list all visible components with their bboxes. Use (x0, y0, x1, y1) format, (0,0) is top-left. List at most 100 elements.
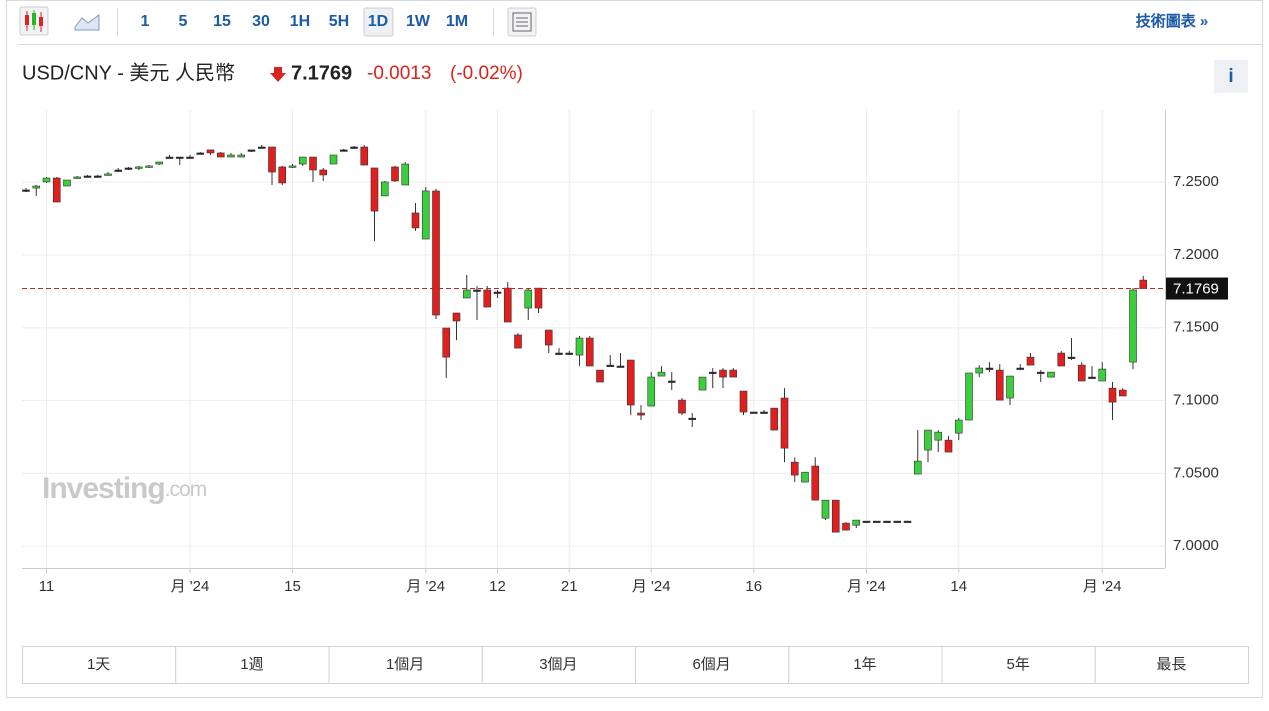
icon-frame (512, 12, 532, 32)
candle-body (913, 460, 922, 475)
candle-body (954, 419, 963, 434)
candle-body (227, 154, 235, 158)
candle-body (770, 407, 779, 431)
range-tab[interactable] (635, 646, 790, 684)
x-tick-label: 14 (950, 578, 967, 595)
info-button[interactable] (1214, 60, 1248, 93)
candle-body (380, 181, 389, 197)
change-percent: (-0.02%) (450, 63, 523, 84)
candle-body (719, 369, 727, 378)
icon-body (32, 13, 36, 25)
range-tab[interactable] (941, 646, 1096, 684)
down-arrow (270, 67, 286, 82)
candle-body (780, 397, 789, 449)
candle-icon[interactable] (19, 6, 49, 36)
watermark: Investing.com (42, 472, 207, 505)
interval-button[interactable]: 5 (179, 13, 188, 30)
range-tab-label[interactable]: 1年 (853, 656, 876, 673)
active-interval-box[interactable] (363, 7, 394, 37)
range-tab-label[interactable]: 5年 (1006, 656, 1029, 673)
candle-body (821, 499, 830, 519)
range-tab[interactable] (328, 646, 483, 684)
candle-body (985, 367, 994, 370)
candle-body (104, 173, 112, 176)
candle-body (309, 156, 317, 171)
interval-button[interactable]: 15 (213, 13, 231, 30)
interval-button[interactable]: 5H (329, 13, 349, 30)
candle-body (1067, 356, 1076, 359)
range-tab[interactable] (1094, 646, 1249, 684)
watermark-suffix: .com (165, 478, 207, 501)
candle-body (350, 146, 358, 149)
candle-body (503, 287, 512, 323)
candle-body (73, 176, 82, 179)
candle-body (1026, 356, 1035, 366)
candle-body (206, 149, 215, 154)
range-tab[interactable] (175, 646, 330, 684)
candle-body (155, 161, 164, 165)
range-tab-label[interactable]: 3個月 (539, 656, 577, 673)
range-tab[interactable] (788, 646, 943, 684)
news-icon[interactable] (507, 7, 537, 37)
candle-body (145, 165, 153, 168)
range-tab-label[interactable]: 6個月 (692, 656, 730, 673)
range-tab-label[interactable]: 最長 (1156, 656, 1186, 673)
candle-body (391, 166, 399, 182)
x-tick-label: 16 (745, 578, 762, 595)
watermark-brand: Investing (42, 472, 165, 505)
interval-button[interactable]: 1W (406, 13, 431, 30)
interval-button[interactable]: 1D (368, 13, 388, 30)
candle-body (1077, 364, 1086, 382)
candle-body (432, 190, 440, 316)
candle-body (1047, 371, 1055, 378)
interval-button[interactable]: 30 (252, 13, 270, 30)
candle-body (872, 520, 881, 523)
candle-body (729, 369, 738, 378)
range-tab-label[interactable]: 1天 (87, 656, 110, 673)
candle-body (1036, 371, 1045, 374)
y-tick-label: 7.1500 (1173, 319, 1219, 336)
candle-body (965, 372, 973, 421)
candle-body (401, 163, 410, 186)
range-tab-label[interactable]: 1週 (240, 656, 263, 673)
candle-body (247, 149, 256, 152)
y-tick-label: 7.0000 (1173, 537, 1219, 554)
info-label[interactable]: i (1228, 66, 1233, 87)
candle-body (831, 499, 840, 533)
x-tick-label: 月 '24 (171, 578, 210, 595)
x-tick-label: 12 (489, 578, 506, 595)
candle-body (1118, 389, 1127, 397)
interval-button[interactable]: 1H (290, 13, 310, 30)
x-tick-label: 月 '24 (632, 578, 671, 595)
candle-body (124, 167, 133, 170)
price: 7.1769 (291, 62, 352, 84)
range-tabs: 1天 1週 1個月 3個月 6個月 1年 5年 最長 (22, 646, 1249, 684)
candle-body (114, 169, 123, 172)
candle-body (995, 369, 1004, 401)
candle-body (411, 212, 420, 229)
candle-body (626, 359, 635, 406)
candle-body (975, 367, 984, 374)
candle-body (862, 520, 871, 523)
interval-button[interactable]: 1 (141, 13, 150, 30)
interval-button[interactable]: 1M (446, 13, 468, 30)
area-icon[interactable] (74, 14, 100, 31)
candle-body (1016, 367, 1025, 370)
candle-body (1088, 376, 1096, 379)
y-tick-label: 7.0500 (1173, 464, 1219, 481)
range-tab-label[interactable]: 1個月 (386, 656, 424, 673)
x-tick-label: 月 '24 (847, 578, 886, 595)
technical-link[interactable]: 技術圖表 » (1136, 12, 1209, 30)
candle-body (698, 376, 707, 391)
candle-body (575, 337, 584, 356)
icon-body (25, 15, 29, 25)
candle-body (534, 287, 543, 309)
range-tab[interactable] (481, 646, 636, 684)
candle-body (688, 417, 697, 420)
x-tick-label: 11 (39, 578, 55, 595)
candle-body (175, 156, 184, 159)
candle-body (442, 327, 451, 358)
widget-frame (6, 0, 1263, 698)
candle-body (934, 431, 943, 441)
